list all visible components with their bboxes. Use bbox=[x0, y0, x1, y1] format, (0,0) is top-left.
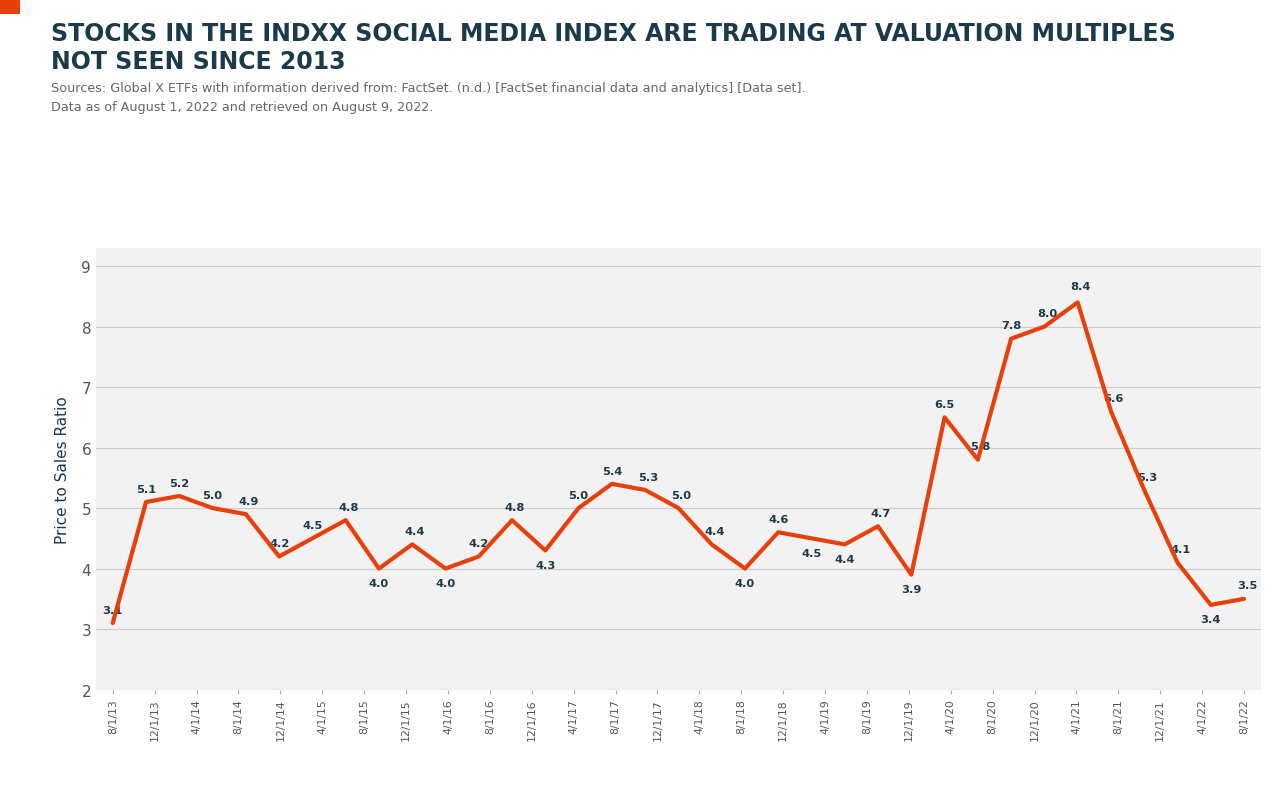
Text: 5.3: 5.3 bbox=[637, 472, 658, 482]
Text: 6.5: 6.5 bbox=[934, 399, 955, 410]
Text: 4.9: 4.9 bbox=[238, 496, 259, 506]
Text: 3.4: 3.4 bbox=[1201, 614, 1221, 625]
Text: 4.4: 4.4 bbox=[835, 554, 855, 564]
Text: 4.8: 4.8 bbox=[338, 502, 358, 512]
Text: 4.7: 4.7 bbox=[870, 508, 891, 518]
Text: 3.1: 3.1 bbox=[102, 605, 123, 615]
Text: 5.0: 5.0 bbox=[568, 490, 589, 500]
Text: 4.4: 4.4 bbox=[404, 526, 425, 537]
Text: 4.5: 4.5 bbox=[302, 520, 323, 530]
Text: 5.4: 5.4 bbox=[602, 466, 622, 476]
Text: 4.2: 4.2 bbox=[269, 538, 289, 549]
Text: 5.8: 5.8 bbox=[970, 442, 991, 452]
Text: 4.6: 4.6 bbox=[768, 514, 788, 525]
Text: 4.2: 4.2 bbox=[468, 538, 489, 549]
Text: Sources: Global X ETFs with information derived from: FactSet. (n.d.) [FactSet f: Sources: Global X ETFs with information … bbox=[51, 82, 806, 114]
Text: 7.8: 7.8 bbox=[1001, 321, 1021, 331]
Text: 4.3: 4.3 bbox=[535, 560, 556, 570]
Text: 4.5: 4.5 bbox=[801, 548, 822, 558]
Text: 5.3: 5.3 bbox=[1137, 472, 1157, 482]
Text: 8.4: 8.4 bbox=[1070, 282, 1091, 292]
Text: 5.0: 5.0 bbox=[202, 490, 223, 500]
Text: 4.0: 4.0 bbox=[369, 578, 389, 589]
Text: 5.2: 5.2 bbox=[169, 478, 189, 488]
Text: 3.5: 3.5 bbox=[1236, 581, 1257, 591]
Text: 5.1: 5.1 bbox=[136, 484, 156, 494]
Text: 4.1: 4.1 bbox=[1170, 545, 1190, 554]
Text: NOT SEEN SINCE 2013: NOT SEEN SINCE 2013 bbox=[51, 50, 346, 74]
Text: 4.8: 4.8 bbox=[504, 502, 525, 512]
Text: 4.0: 4.0 bbox=[735, 578, 755, 589]
Text: 4.0: 4.0 bbox=[435, 578, 456, 589]
Text: 8.0: 8.0 bbox=[1037, 309, 1057, 319]
Y-axis label: Price to Sales Ratio: Price to Sales Ratio bbox=[55, 395, 70, 543]
Text: 4.4: 4.4 bbox=[704, 526, 724, 537]
Text: 5.0: 5.0 bbox=[671, 490, 691, 500]
Text: 6.6: 6.6 bbox=[1103, 394, 1124, 403]
Text: STOCKS IN THE INDXX SOCIAL MEDIA INDEX ARE TRADING AT VALUATION MULTIPLES: STOCKS IN THE INDXX SOCIAL MEDIA INDEX A… bbox=[51, 22, 1176, 47]
Text: 3.9: 3.9 bbox=[901, 585, 922, 594]
